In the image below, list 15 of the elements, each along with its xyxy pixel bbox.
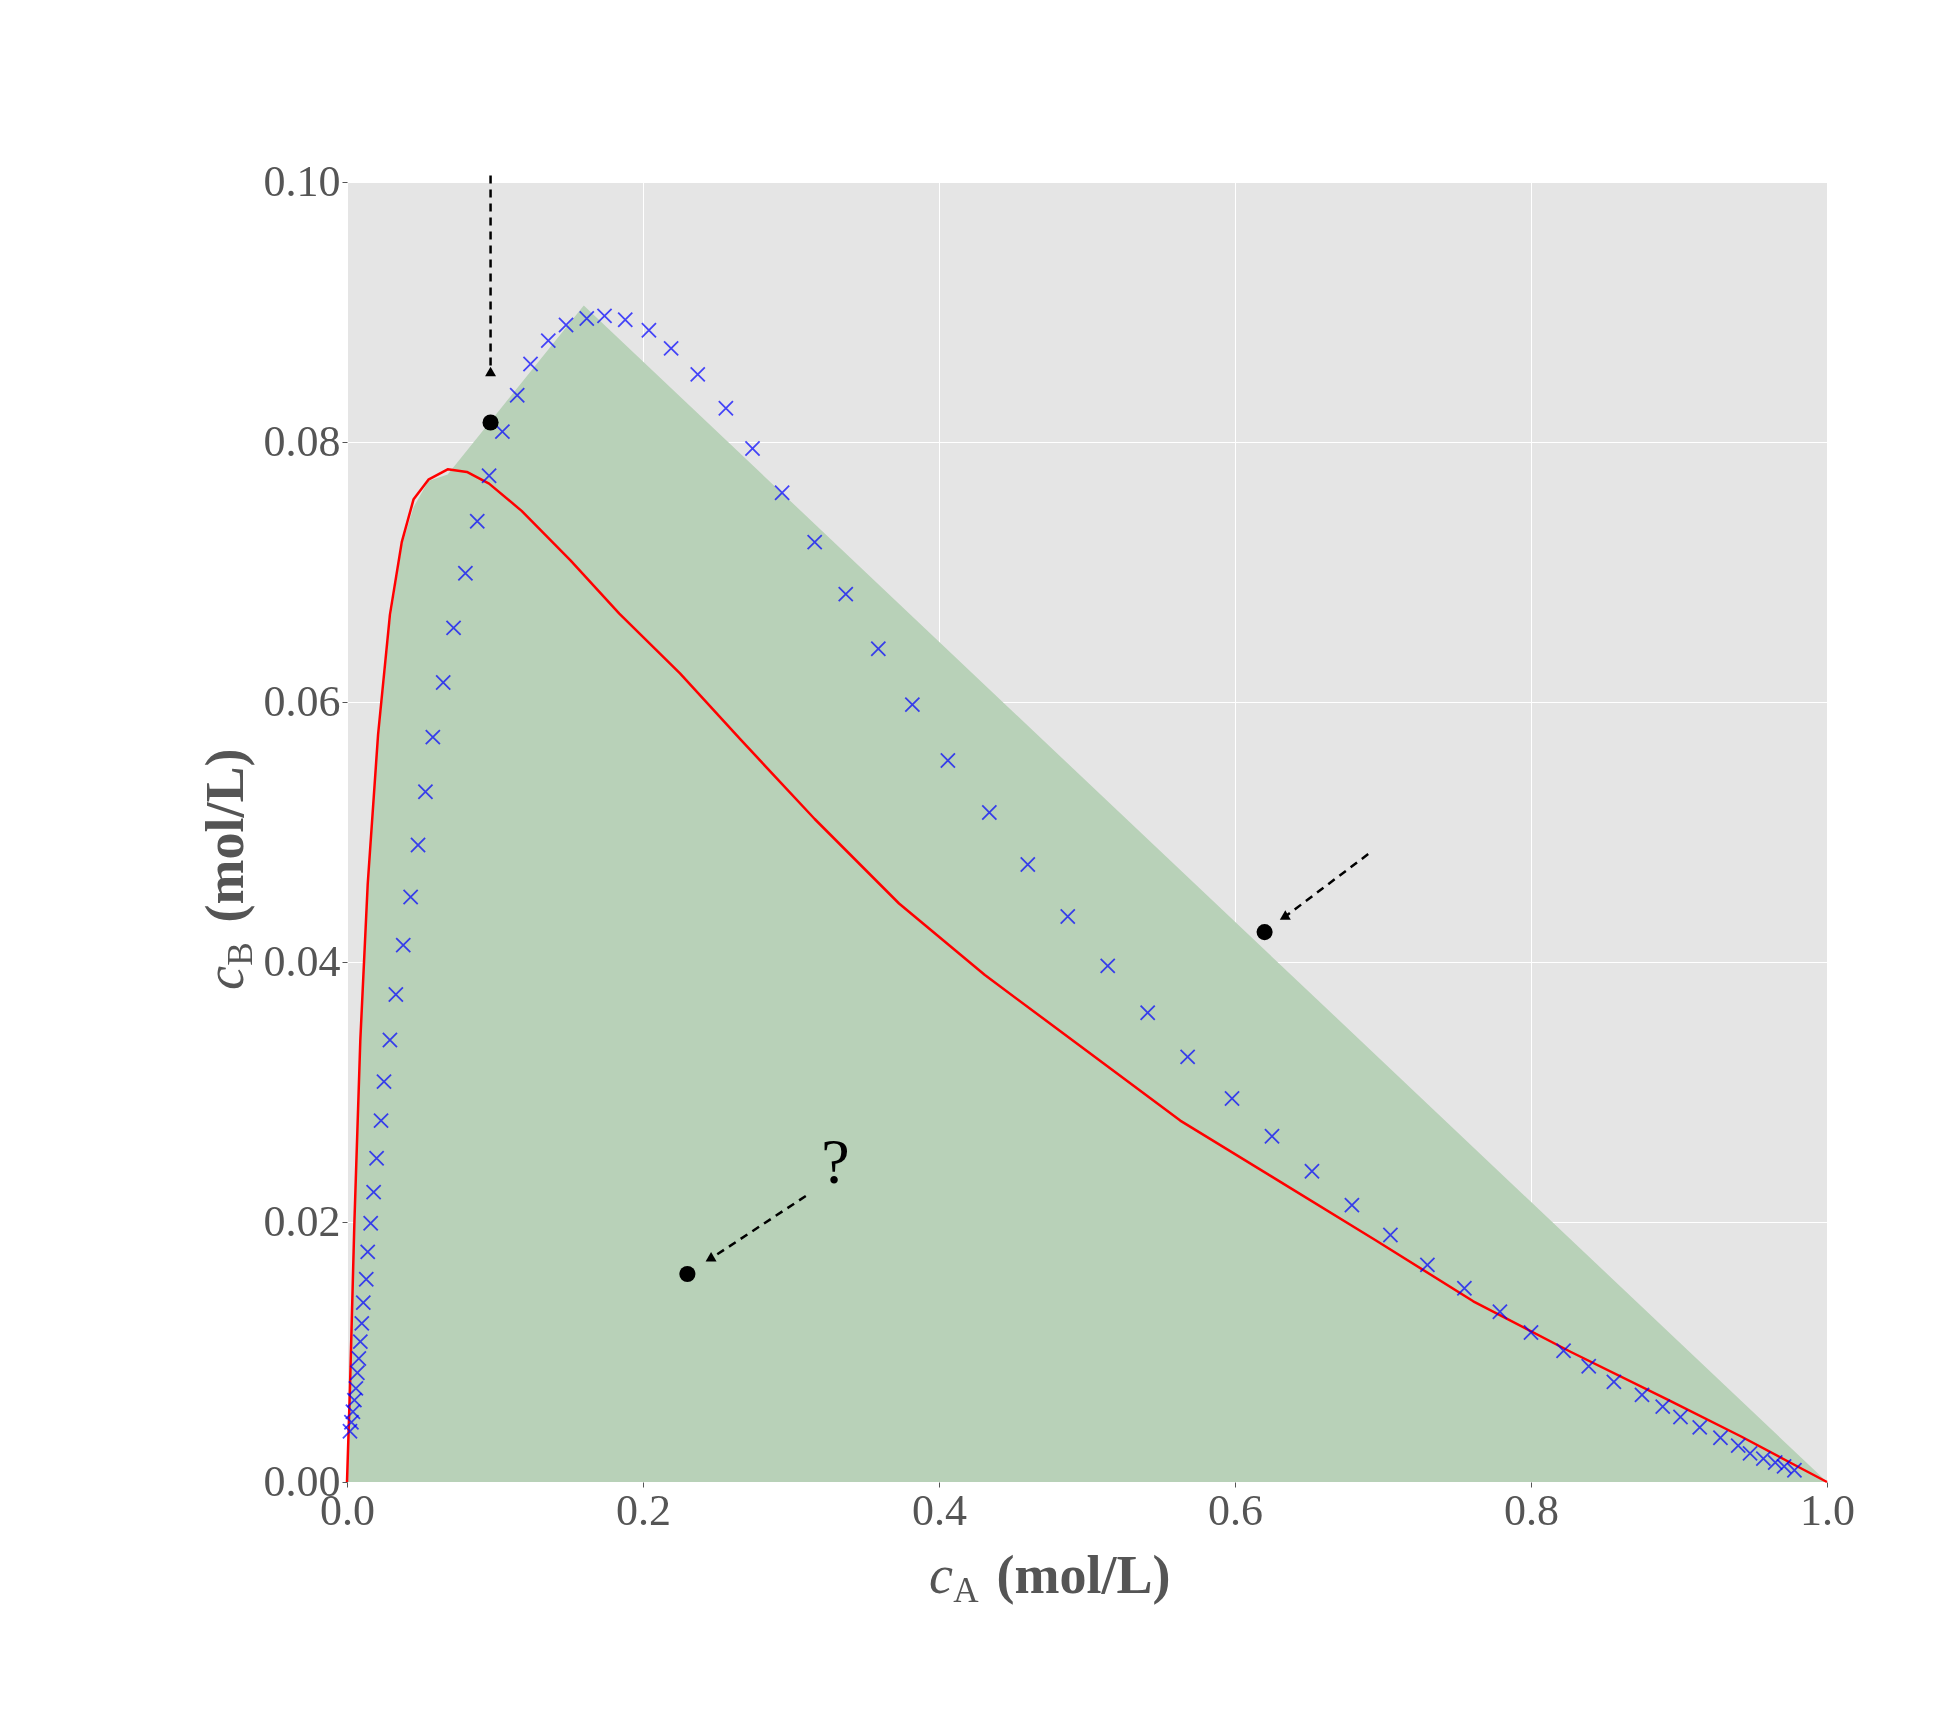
x-tick-label: 0.6 [1208,1485,1263,1535]
y-tick-label: 0.10 [263,156,341,206]
annotation: ? [821,1126,850,1197]
point [482,414,499,431]
point [679,1265,696,1283]
y-tick-label: 0.02 [263,1196,341,1246]
y-tick-label: 0.06 [263,676,341,726]
x-tick-label: 0.4 [912,1485,967,1535]
y-tick-label: 0.04 [263,936,341,986]
y-axis-title: cB (mol/L) [195,748,260,990]
x-tick-label: 0.2 [616,1485,671,1535]
point [1256,924,1273,941]
y-tick-label: 0.08 [263,416,341,466]
x-tick-label: 0.8 [1504,1485,1559,1535]
x-tick-label: 1.0 [1800,1485,1855,1535]
